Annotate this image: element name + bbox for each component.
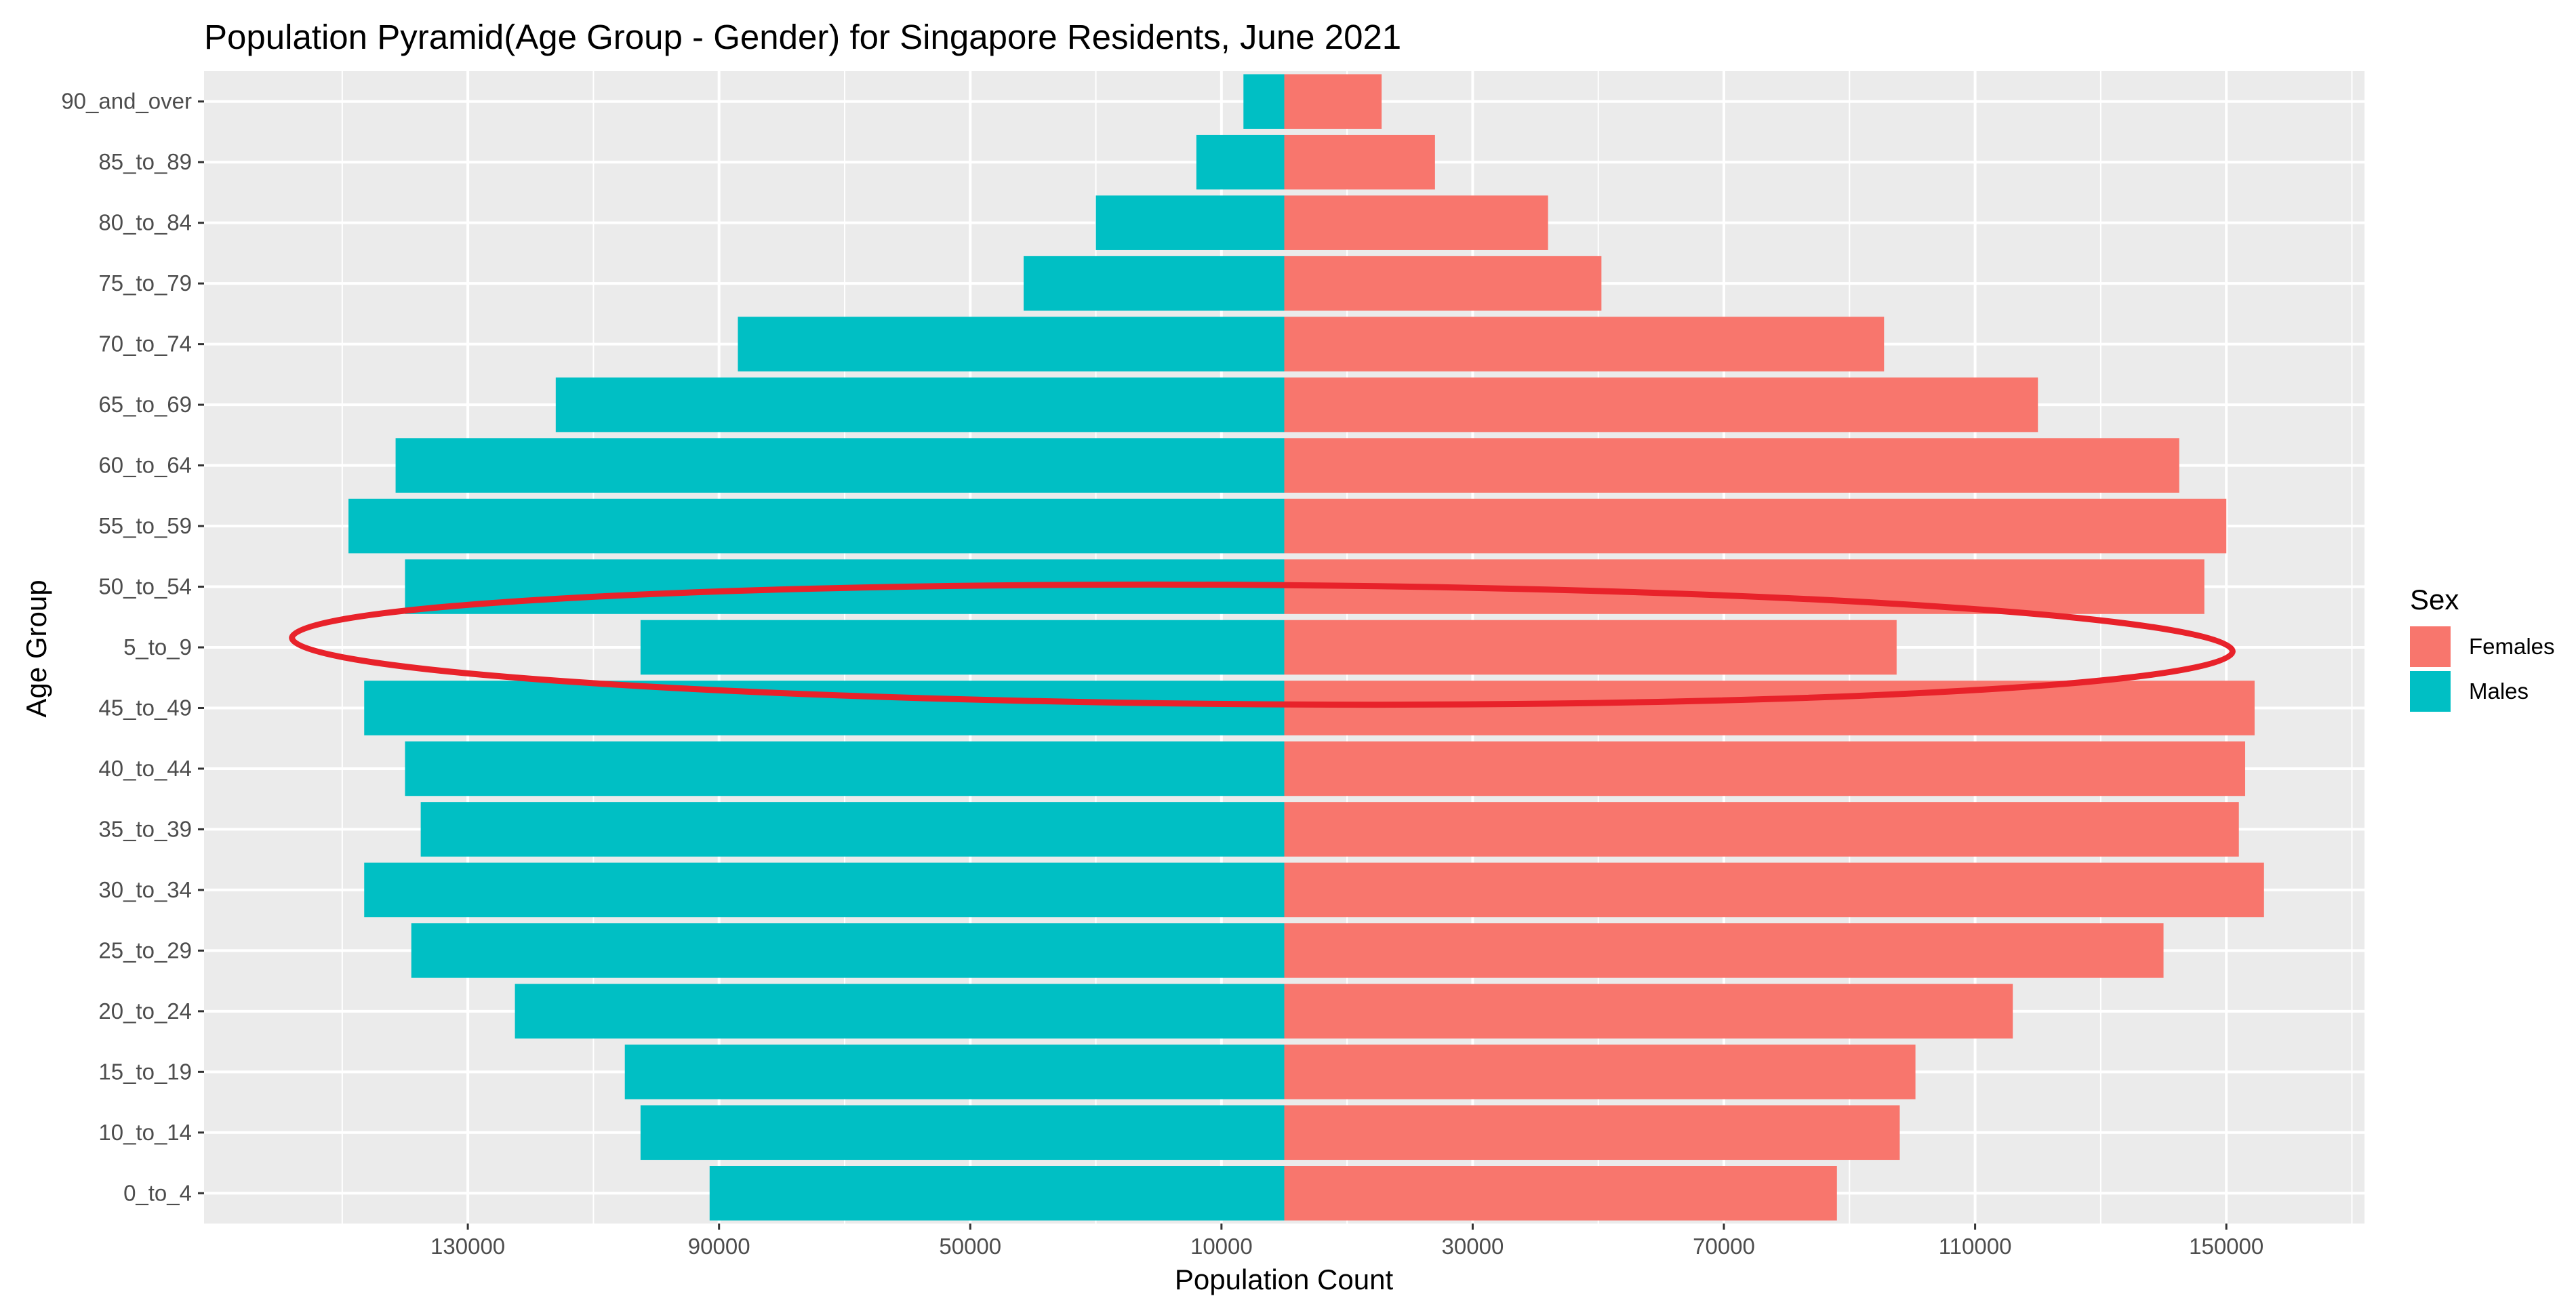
x-tick-label: 30000 <box>1442 1234 1504 1259</box>
legend: Sex Females Males <box>2410 584 2555 712</box>
y-tick-label: 35_to_39 <box>98 816 192 841</box>
bar-males-20-to-24 <box>515 984 1285 1039</box>
chart-title: Population Pyramid(Age Group - Gender) f… <box>204 18 1401 56</box>
bar-males-25-to-29 <box>411 923 1285 978</box>
y-tick-label: 0_to_4 <box>123 1180 192 1205</box>
y-tick-label: 25_to_29 <box>98 937 192 963</box>
bar-males-35-to-39 <box>420 802 1285 857</box>
bar-males-85-to-89 <box>1196 134 1285 190</box>
bar-males-10-to-14 <box>640 1105 1285 1160</box>
y-tick-label: 45_to_49 <box>98 695 192 720</box>
y-axis: 0_to_4 10_to_14 15_to_19 20_to_24 25_to_29 30… <box>61 89 204 1205</box>
y-tick-label: 5_to_9 <box>123 634 192 660</box>
bar-males-0-to-4 <box>709 1166 1285 1221</box>
bar-females-0-to-4 <box>1284 1166 1837 1221</box>
highlight-ellipse <box>289 581 2236 708</box>
bar-males-45-to-49 <box>364 681 1285 735</box>
bar-males-5-to-9 <box>640 620 1285 675</box>
bar-females-65-to-69 <box>1284 377 2038 432</box>
bar-females-15-to-19 <box>1284 1045 1916 1099</box>
bar-males-80-to-84 <box>1095 195 1285 250</box>
bar-females-80-to-84 <box>1284 195 1548 250</box>
x-axis: 130000 90000 50000 10000 30000 70000 110000 150… <box>430 1224 2263 1259</box>
bar-females-45-to-49 <box>1284 681 2255 735</box>
x-tick-label: 90000 <box>688 1234 750 1259</box>
bar-females-70-to-74 <box>1284 317 1885 371</box>
bar-females-30-to-34 <box>1284 862 2264 918</box>
y-tick-label: 20_to_24 <box>98 998 192 1024</box>
y-tick-label: 80_to_84 <box>98 210 192 235</box>
x-tick-label: 10000 <box>1190 1234 1253 1259</box>
bar-females-25-to-29 <box>1284 923 2164 978</box>
bar-males-15-to-19 <box>624 1045 1285 1099</box>
y-tick-label: 10_to_14 <box>98 1120 192 1145</box>
x-tick-label: 110000 <box>1939 1234 2012 1259</box>
legend-items: Females Males <box>2410 626 2555 712</box>
bar-males-40-to-44 <box>405 741 1285 796</box>
bar-females-10-to-14 <box>1284 1105 1900 1160</box>
bar-males-60-to-64 <box>395 438 1285 493</box>
x-axis-title: Population Count <box>1175 1264 1394 1295</box>
legend-key-males <box>2410 671 2451 712</box>
y-tick-label: 85_to_89 <box>98 149 192 174</box>
y-tick-label: 50_to_54 <box>98 574 192 599</box>
bar-males-70-to-74 <box>738 317 1285 371</box>
bar-females-35-to-39 <box>1284 802 2239 857</box>
x-tick-label: 50000 <box>939 1234 1001 1259</box>
bar-males-30-to-34 <box>364 862 1285 918</box>
legend-label-males: Males <box>2469 679 2529 704</box>
y-tick-label: 40_to_44 <box>98 756 192 781</box>
x-tick-label: 70000 <box>1693 1234 1755 1259</box>
bar-males-65-to-69 <box>555 377 1285 432</box>
y-tick-label: 90_and_over <box>61 89 192 114</box>
legend-key-females <box>2410 626 2451 667</box>
bar-females-60-to-64 <box>1284 438 2179 493</box>
bar-males-55-to-59 <box>348 498 1285 554</box>
bar-females-20-to-24 <box>1284 984 2013 1039</box>
bar-females-5-to-9 <box>1284 620 1897 675</box>
bars <box>348 74 2264 1221</box>
y-tick-label: 15_to_19 <box>98 1059 192 1084</box>
bar-males-90-and-over <box>1243 74 1285 129</box>
bar-females-55-to-59 <box>1284 498 2227 554</box>
y-tick-label: 70_to_74 <box>98 331 192 357</box>
y-tick-label: 60_to_64 <box>98 453 192 478</box>
bar-females-75-to-79 <box>1284 256 1602 311</box>
x-tick-label: 150000 <box>2189 1234 2263 1259</box>
bar-females-40-to-44 <box>1284 741 2245 796</box>
y-tick-label: 65_to_69 <box>98 392 192 417</box>
y-tick-label: 55_to_59 <box>98 513 192 538</box>
legend-label-females: Females <box>2469 634 2555 659</box>
legend-title: Sex <box>2410 584 2459 615</box>
y-tick-label: 30_to_34 <box>98 877 192 902</box>
bar-females-85-to-89 <box>1284 134 1435 190</box>
y-tick-label: 75_to_79 <box>98 270 192 296</box>
annotation-layer <box>289 581 2236 708</box>
bar-females-90-and-over <box>1284 74 1382 129</box>
y-axis-title: Age Group <box>20 580 52 717</box>
x-tick-label: 130000 <box>430 1234 505 1259</box>
bar-males-75-to-79 <box>1024 256 1285 311</box>
